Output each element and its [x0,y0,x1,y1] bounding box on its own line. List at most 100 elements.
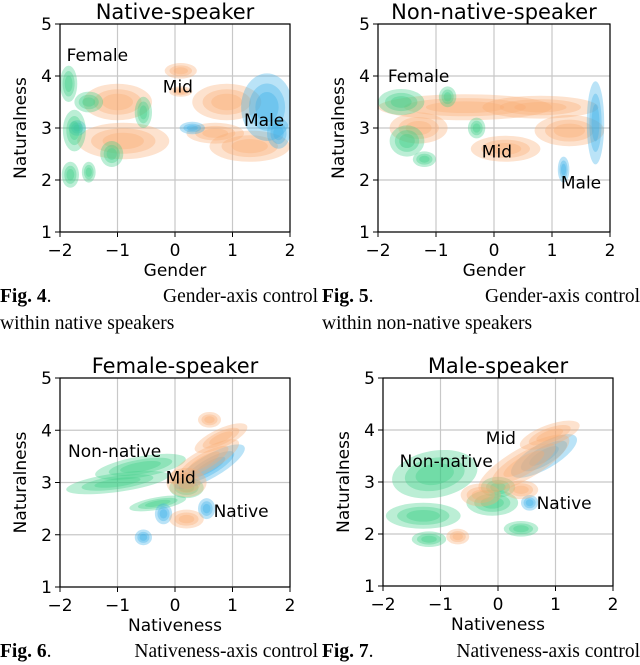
kde-contour-blue [270,122,287,145]
kde-contour-green [62,71,75,97]
kde-contour-green [83,164,94,180]
chart-1: −2 −1 0 1 2 1 2 3 4 5 Female Mid Male Native-speaker G… [11,0,295,281]
kde-contour-green [411,531,447,547]
annotation-label: Male [561,174,601,194]
annotation-label: Non-native [400,452,493,472]
kde-contour-green [472,123,481,133]
kde-contour-orange [201,414,218,426]
kde-contour-orange [204,416,215,424]
kde-contour-blue [139,533,148,541]
kde-contour-orange [425,101,505,114]
kde-contour-orange [470,135,541,162]
kde-contour-orange [466,486,495,504]
kde-contour-blue [510,434,578,478]
annotation-label: Mid [163,77,193,97]
kde-contour-blue [200,501,213,516]
kde-contour-orange [503,480,539,500]
chart-title: Male-speaker [428,354,569,378]
x-tick-label: 0 [170,596,181,616]
kde-contour-orange [168,439,240,485]
kde-contour-orange [173,67,188,75]
kde-contour-green [78,94,99,110]
kde-contour-green [416,533,442,545]
kde-contour-green [66,116,83,146]
kde-contour-green [69,121,80,140]
kde-contour-green [438,86,457,108]
kde-contour-green [480,476,516,498]
kde-blobs [378,81,605,183]
kde-contour-orange [211,93,243,111]
y-tick-label: 1 [359,223,370,243]
kde-contour-orange [169,86,193,97]
kde-contour-green [120,460,161,473]
annotation-label: Mid [486,429,516,449]
kde-contour-orange [452,533,463,541]
kde-contour-orange [482,95,599,119]
kde-contour-blue [529,446,559,466]
kde-contour-orange [192,83,262,121]
kde-contour-orange [492,443,556,485]
kde-contour-green [144,499,171,507]
x-tick-label: −2 [370,595,395,615]
x-tick-label: −1 [105,596,130,616]
kde-contour-green [419,155,430,163]
kde-contour-orange [93,89,142,115]
y-axis-label: Naturalness [11,432,31,534]
x-axis-label: Gender [463,261,526,281]
kde-contour-green [100,141,124,167]
kde-contour-orange [481,139,530,158]
x-tick-label: 0 [170,241,181,261]
kde-contour-green [61,161,79,188]
kde-contour-orange [202,89,251,115]
kde-contour-orange [179,445,229,478]
kde-contour-green [404,457,465,492]
kde-contour-orange [503,450,545,477]
caption-text: Nativeness-axis control [456,641,640,662]
x-tick-label: −1 [423,241,448,261]
axes-frame [382,377,614,587]
kde-contour-green [416,153,433,165]
y-axis-label: Naturalness [334,431,354,533]
kde-contour-orange [178,514,195,524]
annotation-label: Female [67,46,128,66]
kde-contour-orange [449,531,466,543]
y-tick-label: 3 [41,119,52,139]
kde-contour-blue [267,117,290,149]
caption-fig-label: Fig. [0,641,32,662]
kde-contour-green [106,148,117,160]
kde-contour-green [378,89,425,115]
kde-blobs [66,411,248,546]
kde-contour-orange [471,489,490,501]
kde-contour-green [421,535,437,543]
kde-contour-blue [183,123,202,133]
caption-fig-label: Fig. [322,286,354,307]
kde-contour-blue [520,440,568,472]
y-tick-label: 5 [364,369,375,389]
chart-4: −2 −1 0 1 2 1 2 3 4 5 Non-native Mid Native Male-spea… [334,354,618,635]
kde-contour-blue [186,125,198,131]
kde-contour-green [60,65,78,103]
x-tick-label: 2 [608,595,619,615]
kde-contour-green [390,96,412,108]
kde-contour-orange [101,93,134,111]
kde-contour-green [384,92,418,112]
kde-contour-orange [169,509,204,529]
kde-contour-blue [589,93,602,152]
kde-contour-green [62,109,86,152]
kde-contour-orange [177,475,196,490]
annotation-label: Native [537,494,592,514]
annotation-label: Mid [482,142,512,162]
kde-contour-green [66,168,75,181]
caption-fig-number: 4 [36,286,47,307]
kde-contour-orange [528,424,571,446]
kde-contour-orange [169,65,193,77]
kde-contour-orange [536,428,564,442]
kde-contour-blue [521,495,539,511]
kde-contour-orange [83,83,152,121]
chart-2: −2 −1 0 1 2 1 2 3 4 5 Female Mid Male Non-native-spea… [329,0,615,281]
y-axis-label: Naturalness [11,77,31,179]
kde-contour-blue [586,81,605,165]
kde-contour-orange [545,119,594,142]
kde-contour-green [137,497,178,509]
